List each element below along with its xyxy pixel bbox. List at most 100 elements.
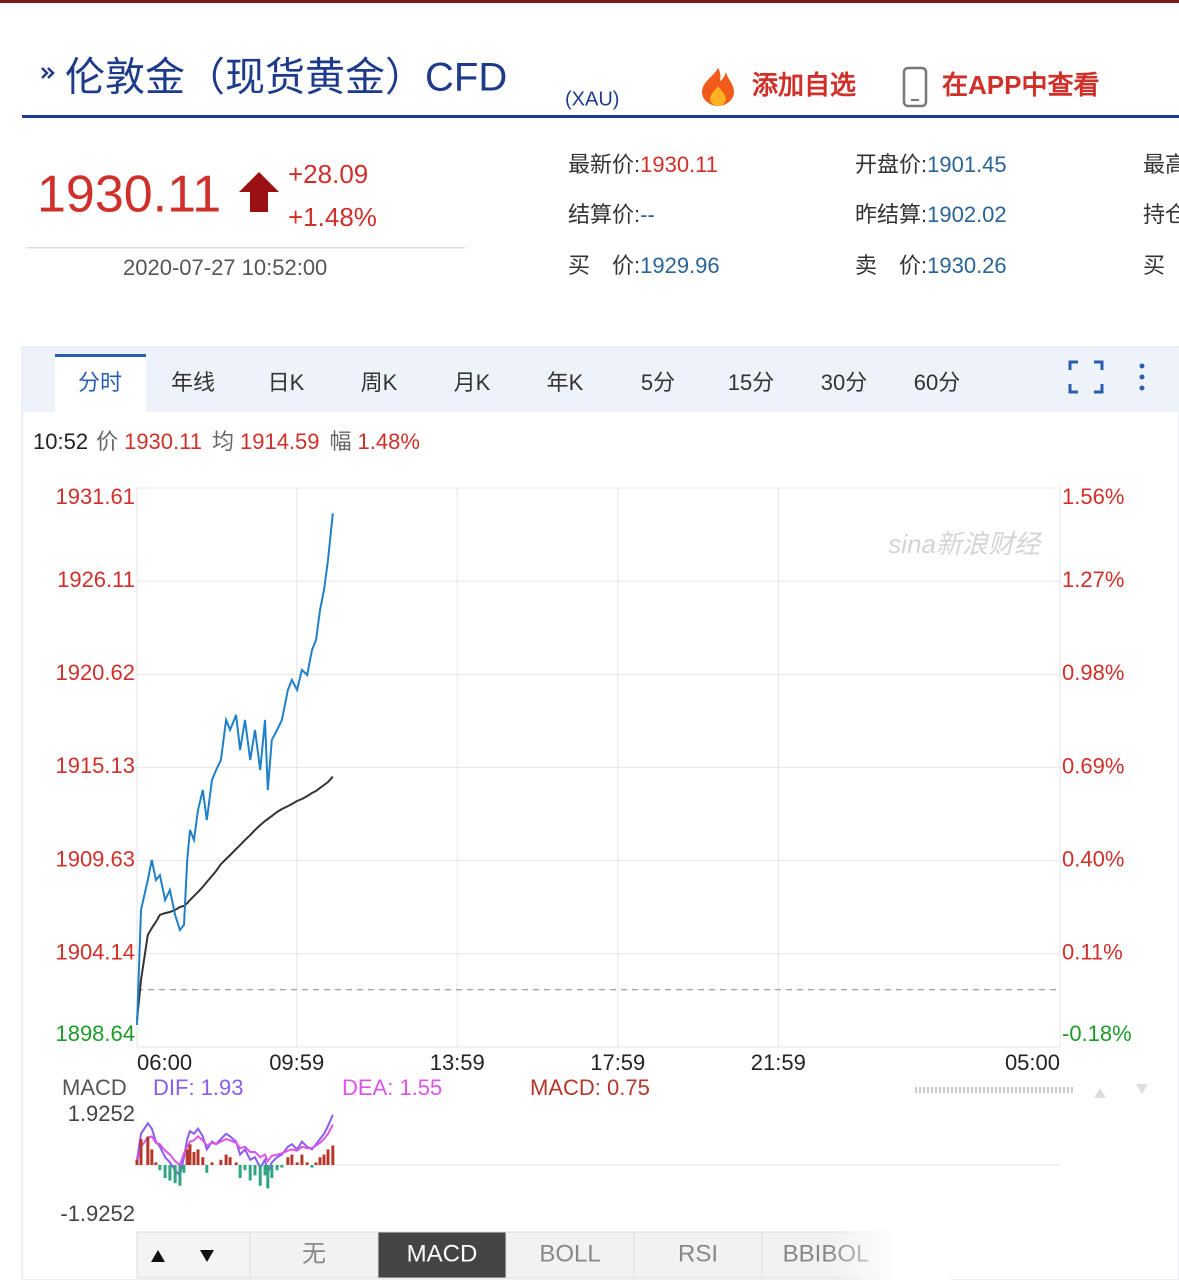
fullscreen-icon[interactable] bbox=[1068, 360, 1104, 394]
legend-entry: DEA: 1.55 bbox=[342, 1075, 442, 1100]
x-tick-label: 17:59 bbox=[590, 1050, 645, 1075]
phone-icon[interactable] bbox=[902, 66, 928, 108]
y-tick-label: -1.9252 bbox=[60, 1201, 135, 1226]
period-tab[interactable]: 30分 bbox=[821, 370, 867, 395]
y-tick-label: 1915.13 bbox=[55, 753, 135, 778]
macd-bar bbox=[290, 1154, 294, 1165]
more-icon[interactable] bbox=[1139, 363, 1145, 391]
info-amp-label: 幅 bbox=[330, 429, 352, 454]
y-tick-label: 1.9252 bbox=[68, 1101, 135, 1126]
macd-bar bbox=[139, 1139, 143, 1165]
macd-bar bbox=[163, 1165, 167, 1178]
field-label: 持仓 bbox=[1143, 202, 1179, 227]
y2-tick-label: 0.40% bbox=[1062, 846, 1124, 871]
indicator-tab[interactable]: RSI bbox=[678, 1240, 718, 1267]
info-time: 10:52 bbox=[33, 429, 88, 454]
view-in-app[interactable]: 在APP中查看 bbox=[942, 70, 1099, 100]
indicator-tab[interactable]: MACD bbox=[407, 1240, 478, 1267]
y2-tick-label: 1.56% bbox=[1062, 484, 1124, 509]
price-change-pct: +1.48% bbox=[288, 202, 377, 232]
indicator-tab-bg[interactable] bbox=[633, 1231, 763, 1279]
period-tab[interactable]: 周K bbox=[361, 370, 398, 395]
nav-down[interactable] bbox=[200, 1250, 214, 1262]
macd-bar bbox=[248, 1165, 252, 1181]
x-tick-label: 06:00 bbox=[137, 1050, 192, 1075]
legend-entry: MACD: 0.75 bbox=[530, 1075, 650, 1100]
indicator-tab-bg[interactable] bbox=[249, 1231, 379, 1279]
up-arrow bbox=[239, 172, 279, 212]
y-tick-label: 1904.14 bbox=[55, 940, 135, 965]
title-rule bbox=[22, 115, 1179, 118]
quote-field: 结算价:-- bbox=[568, 202, 655, 227]
macd-bar bbox=[310, 1165, 314, 1168]
y2-tick-label: 0.11% bbox=[1062, 940, 1123, 965]
field-label: 最新价: bbox=[568, 152, 640, 177]
y2-tick-label: 0.69% bbox=[1062, 753, 1124, 778]
indicator-tab-bg[interactable] bbox=[505, 1231, 635, 1279]
macd-bar bbox=[238, 1165, 242, 1178]
indicator-tab[interactable]: BOLL bbox=[539, 1240, 600, 1267]
indicator-tab-bg[interactable] bbox=[377, 1231, 507, 1279]
field-label: 卖 价: bbox=[855, 253, 927, 278]
y-tick-label: 1909.63 bbox=[55, 846, 135, 871]
macd-bar bbox=[318, 1157, 322, 1165]
period-tab[interactable]: 5分 bbox=[641, 370, 675, 395]
macd-bar bbox=[322, 1154, 326, 1165]
quote-time: 2020-07-27 10:52:00 bbox=[123, 255, 327, 280]
macd-bar bbox=[168, 1165, 172, 1181]
x-tick-label: 21:59 bbox=[751, 1050, 806, 1075]
panel-label: MACD bbox=[62, 1075, 127, 1100]
page-title: 伦敦金（现货黄金）CFD bbox=[65, 56, 507, 100]
macd-bar bbox=[295, 1162, 299, 1165]
macd-bar bbox=[150, 1149, 154, 1165]
add-watch[interactable]: 添加自选 bbox=[752, 70, 856, 100]
field-value: 1901.45 bbox=[927, 152, 1007, 177]
scroll-arrows[interactable] bbox=[1094, 1084, 1148, 1098]
y-tick-label: 1898.64 bbox=[55, 1021, 135, 1046]
instrument-code: (XAU) bbox=[565, 88, 619, 110]
nav-up[interactable] bbox=[151, 1250, 165, 1262]
macd-bar bbox=[270, 1165, 274, 1178]
period-tab[interactable]: 日K bbox=[268, 370, 305, 395]
x-tick-label: 05:00 bbox=[1005, 1050, 1060, 1075]
period-tab[interactable]: 60分 bbox=[914, 370, 960, 395]
info-amp: 1.48% bbox=[358, 429, 420, 454]
indicator-tab[interactable]: 无 bbox=[302, 1240, 326, 1267]
quote-field: 卖 价:1930.26 bbox=[855, 253, 1007, 278]
macd-bar bbox=[258, 1165, 262, 1186]
y-tick-label: 1920.62 bbox=[55, 660, 135, 685]
period-tab[interactable]: 15分 bbox=[728, 370, 774, 395]
macd-bar bbox=[275, 1165, 279, 1171]
quote-field: 持仓 bbox=[1143, 202, 1179, 227]
price-change: +28.09 bbox=[288, 159, 368, 189]
info-avg: 1914.59 bbox=[240, 429, 320, 454]
macd-bar bbox=[228, 1157, 232, 1165]
period-tab[interactable]: 年K bbox=[547, 370, 584, 395]
watermark: sina新浪财经 bbox=[888, 529, 1043, 559]
info-line: 10:52 价 1930.11 均 1914.59 幅 1.48% bbox=[33, 429, 420, 454]
y-tick-label: 1931.61 bbox=[55, 484, 135, 509]
macd-bar bbox=[224, 1154, 228, 1165]
macd-bar bbox=[196, 1149, 200, 1165]
legend-entry: DIF: 1.93 bbox=[153, 1075, 243, 1100]
period-tab[interactable]: 分时 bbox=[78, 370, 122, 395]
macd-bar bbox=[205, 1165, 209, 1173]
macd-bar bbox=[300, 1154, 304, 1165]
y2-tick-label: 0.98% bbox=[1062, 660, 1124, 685]
period-tab[interactable]: 月K bbox=[454, 370, 491, 395]
field-label: 开盘价: bbox=[855, 152, 927, 177]
info-price-label: 价 bbox=[96, 429, 118, 454]
chart-frame bbox=[21, 346, 1179, 1280]
quote-field: 最新价:1930.11 bbox=[568, 152, 718, 177]
field-label: 结算价: bbox=[568, 202, 640, 227]
macd-bar bbox=[135, 1159, 139, 1165]
macd-bar bbox=[188, 1144, 192, 1165]
macd-bar bbox=[182, 1165, 186, 1173]
indicator-line bbox=[136, 1114, 334, 1178]
active-tab-bg bbox=[55, 354, 146, 412]
period-tab[interactable]: 年线 bbox=[171, 370, 215, 395]
field-value: 1930.26 bbox=[927, 253, 1007, 278]
macd-bar bbox=[280, 1165, 284, 1168]
macd-bar bbox=[305, 1162, 309, 1165]
